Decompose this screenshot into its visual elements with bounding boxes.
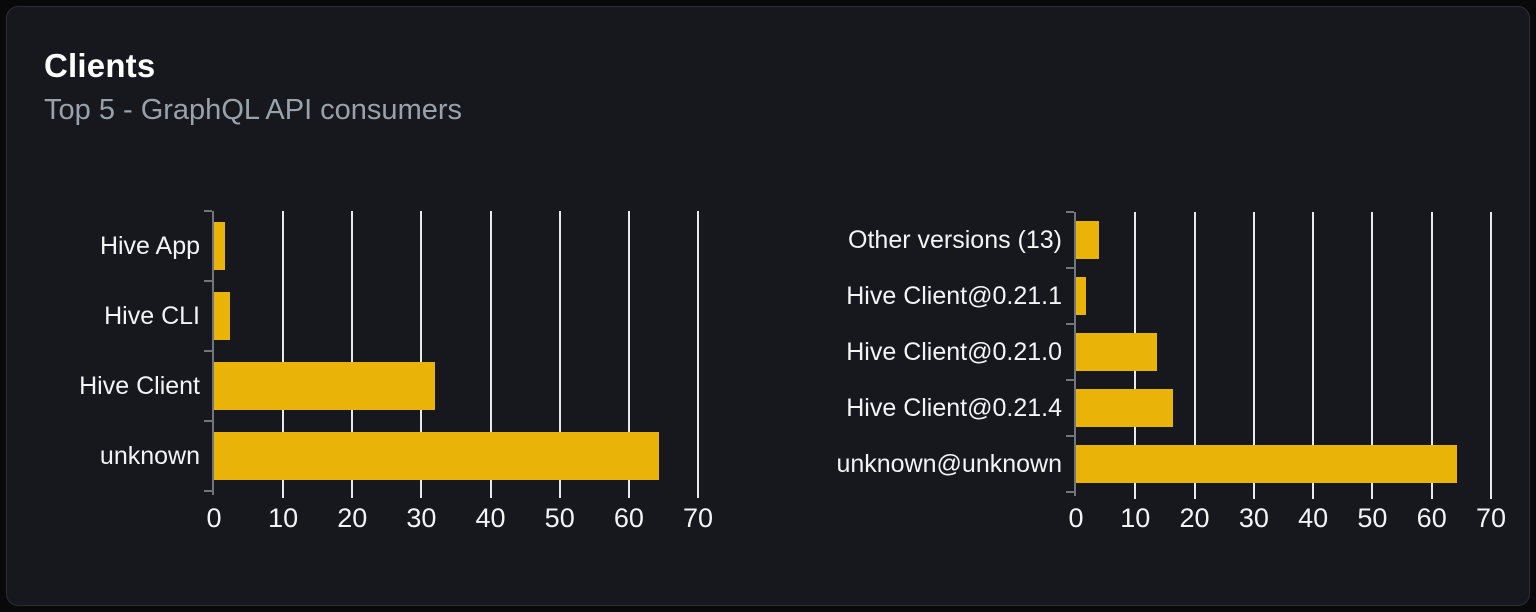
clients-card: Clients Top 5 - GraphQL API consumers 0 1…: [6, 6, 1530, 606]
x-tick-label: 60: [1416, 503, 1447, 533]
gridline: [1193, 212, 1196, 499]
category-label: Hive Client@0.21.4: [846, 394, 1062, 422]
category-label: Hive Client: [79, 372, 200, 400]
y-axis-tick: [1066, 211, 1074, 213]
category-label: Other versions (13): [848, 226, 1062, 254]
category-label: Hive Client@0.21.1: [846, 282, 1062, 310]
x-tick-label: 70: [1475, 503, 1507, 533]
y-axis-tick: [1066, 379, 1074, 381]
gridline: [558, 211, 561, 498]
gridline: [697, 211, 699, 498]
gridline: [1430, 212, 1433, 499]
x-tick-label: 50: [1357, 503, 1388, 533]
bar-hive-app[interactable]: [214, 222, 225, 270]
clients-by-version-chart: 0 10 20 30 40 50 60 70 Other versions (13) Hive C…: [7, 7, 1529, 605]
gridline: [1490, 212, 1492, 499]
gridline: [282, 211, 285, 498]
bar-unknown-unknown[interactable]: [1076, 445, 1457, 483]
y-axis-line: [212, 211, 214, 495]
y-axis-tick: [1066, 435, 1074, 437]
category-label: unknown: [99, 442, 200, 470]
bar-unknown[interactable]: [214, 432, 659, 480]
clients-by-name-chart: 0 10 20 30 40 50 60 70 Hive App Hive CLI Hive Clie…: [7, 7, 1529, 605]
x-tick-label: 60: [613, 503, 644, 533]
x-tick-label: 10: [268, 503, 299, 533]
bar-hive-client-0-21-4[interactable]: [1076, 389, 1173, 427]
x-tick-label: 0: [206, 503, 222, 533]
x-tick-label: 70: [682, 503, 714, 533]
x-tick-label: 50: [544, 503, 575, 533]
category-label: Hive App: [99, 232, 200, 260]
y-axis-line: [1074, 212, 1076, 496]
bar-hive-client-0-21-1[interactable]: [1076, 277, 1086, 315]
y-axis-tick: [204, 490, 212, 492]
x-tick-label: 40: [1298, 503, 1329, 533]
gridline: [489, 211, 492, 498]
y-axis-tick: [1066, 267, 1074, 269]
category-label: unknown@unknown: [836, 450, 1062, 478]
x-tick-label: 0: [1068, 503, 1084, 533]
y-axis-tick: [204, 420, 212, 422]
gridline: [351, 211, 354, 498]
y-axis-tick: [204, 350, 212, 352]
x-tick-label: 40: [475, 503, 506, 533]
card-subtitle: Top 5 - GraphQL API consumers: [44, 94, 463, 126]
category-label: Hive Client@0.21.0: [846, 338, 1062, 366]
gridline: [1371, 212, 1374, 499]
y-axis-tick: [1066, 323, 1074, 325]
gridline: [1312, 212, 1315, 499]
x-tick-label: 30: [1238, 503, 1269, 533]
y-axis-tick: [204, 280, 212, 282]
bar-other-versions-13[interactable]: [1076, 221, 1099, 259]
gridline: [627, 211, 630, 498]
bar-hive-client-0-21-0[interactable]: [1076, 333, 1157, 371]
x-tick-label: 20: [337, 503, 368, 533]
x-tick-label: 20: [1179, 503, 1210, 533]
x-tick-label: 30: [406, 503, 437, 533]
bar-hive-cli[interactable]: [214, 292, 230, 340]
x-tick-label: 10: [1120, 503, 1151, 533]
bar-hive-client[interactable]: [214, 362, 435, 410]
y-axis-tick: [1066, 491, 1074, 493]
gridline: [1252, 212, 1255, 499]
category-label: Hive CLI: [104, 302, 200, 330]
card-title: Clients: [44, 47, 156, 84]
gridline: [420, 211, 423, 498]
y-axis-tick: [204, 210, 212, 212]
